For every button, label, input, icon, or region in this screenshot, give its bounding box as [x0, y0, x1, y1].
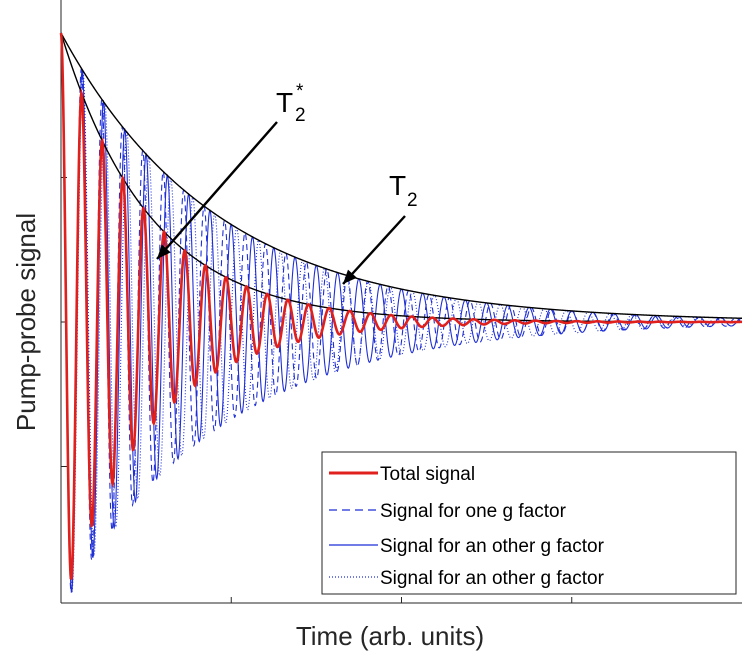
annotation-t2: T 2	[342, 170, 418, 285]
annotation-arrow-t2star	[156, 121, 278, 260]
plot-area	[59, 32, 742, 593]
annotation-arrow-t2	[342, 215, 406, 285]
legend-label-other-g-solid: Signal for an other g factor	[380, 536, 605, 557]
legend-item-one-g: Signal for one g factor	[329, 501, 567, 522]
annotation-t2star-sup: *	[296, 81, 304, 102]
total-series	[59, 32, 742, 580]
legend: Total signal Signal for one g factor Sig…	[321, 451, 737, 595]
annotations: T 2 * T 2	[156, 81, 418, 285]
legend-label-total: Total signal	[380, 464, 475, 485]
x-axis-label: Time (arb. units)	[296, 621, 484, 651]
annotation-t2-star: T 2 *	[156, 81, 306, 260]
annotation-arrowhead-t2	[343, 269, 357, 284]
annotation-t2star-sub: 2	[295, 105, 306, 126]
annotation-t2star-text: T	[276, 87, 293, 118]
legend-item-other-g-dotted: Signal for an other g factor	[329, 568, 605, 589]
annotation-t2-text: T	[389, 170, 406, 201]
axis-ticks	[61, 177, 573, 603]
legend-label-other-g-dotted: Signal for an other g factor	[380, 568, 605, 589]
annotation-arrowhead-t2star	[157, 244, 171, 259]
legend-label-one-g: Signal for one g factor	[380, 501, 567, 522]
legend-item-other-g-solid: Signal for an other g factor	[329, 536, 605, 557]
series-line-total	[59, 32, 742, 580]
envelope-line-2	[60, 32, 742, 319]
legend-item-total: Total signal	[329, 464, 475, 485]
annotation-t2-sub: 2	[407, 190, 418, 211]
legend-box	[321, 451, 737, 595]
y-axis-label: Pump-probe signal	[11, 213, 41, 431]
